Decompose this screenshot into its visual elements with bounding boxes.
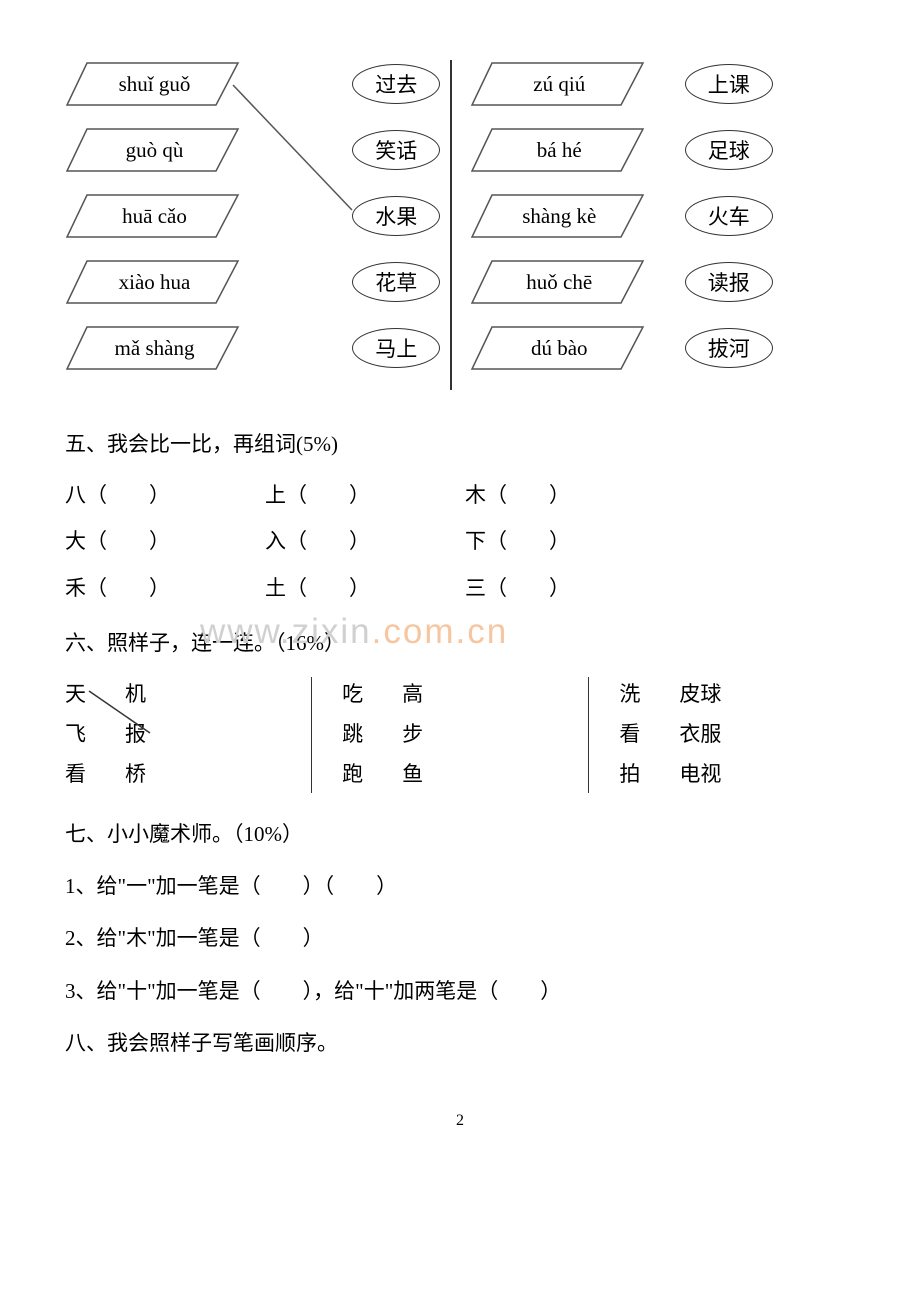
connect-right: 电视 bbox=[679, 755, 759, 795]
watermark: www.zixin.com.cn bbox=[200, 612, 508, 652]
connect-left: 洗 bbox=[619, 675, 679, 715]
connect-right: 步 bbox=[402, 715, 482, 755]
match-row: huǒ chē 读报 bbox=[470, 258, 855, 306]
char-blank: 禾（ ） bbox=[65, 565, 265, 611]
hanzi-oval: 马上 bbox=[352, 328, 440, 368]
pinyin-text: zú qiú bbox=[533, 72, 585, 97]
connect-right: 高 bbox=[402, 675, 482, 715]
connect-col-3: 洗 皮球 看 衣服 拍 电视 bbox=[619, 675, 855, 795]
char-blank: 土（ ） bbox=[265, 565, 465, 611]
pinyin-text: shàng kè bbox=[522, 204, 596, 229]
connect-right: 衣服 bbox=[679, 715, 759, 755]
pinyin-text: dú bào bbox=[531, 336, 588, 361]
hanzi-oval: 火车 bbox=[685, 196, 773, 236]
connect-left: 飞 bbox=[65, 715, 125, 755]
connect-divider bbox=[311, 677, 313, 793]
hanzi-oval: 花草 bbox=[352, 262, 440, 302]
match-row: mǎ shàng 马上 bbox=[65, 324, 450, 372]
hanzi-oval: 上课 bbox=[685, 64, 773, 104]
pinyin-box: shuǐ guǒ bbox=[65, 61, 240, 107]
connect-right: 报 bbox=[125, 715, 205, 755]
connect-divider bbox=[588, 677, 590, 793]
match-column-left: shuǐ guǒ 过去 guò qù 笑话 huā cǎo 水果 bbox=[65, 60, 450, 390]
vertical-divider bbox=[450, 60, 452, 390]
match-row: bá hé 足球 bbox=[470, 126, 855, 174]
connect-left: 看 bbox=[65, 755, 125, 795]
match-row: dú bào 拔河 bbox=[470, 324, 855, 372]
connect-left: 吃 bbox=[342, 675, 402, 715]
match-row: guò qù 笑话 bbox=[65, 126, 450, 174]
connect-row: 拍 电视 bbox=[619, 755, 855, 795]
section5-row: 八（ ） 上（ ） 木（ ） bbox=[65, 472, 855, 518]
char-blank: 下（ ） bbox=[465, 518, 665, 564]
char-blank: 三（ ） bbox=[465, 565, 665, 611]
char-blank: 入（ ） bbox=[265, 518, 465, 564]
pinyin-text: guò qù bbox=[126, 138, 184, 163]
section7-line: 2、给"木"加一笔是（ ） bbox=[65, 914, 855, 962]
pinyin-box: xiào hua bbox=[65, 259, 240, 305]
match-row: xiào hua 花草 bbox=[65, 258, 450, 306]
pinyin-box: guò qù bbox=[65, 127, 240, 173]
section8-title: 八、我会照样子写笔画顺序。 bbox=[65, 1019, 855, 1067]
connect-left: 拍 bbox=[619, 755, 679, 795]
section5-row: 禾（ ） 土（ ） 三（ ） bbox=[65, 565, 855, 611]
connect-left: 跑 bbox=[342, 755, 402, 795]
connect-right: 皮球 bbox=[679, 675, 759, 715]
pinyin-box: mǎ shàng bbox=[65, 325, 240, 371]
connect-row: 跳 步 bbox=[342, 715, 578, 755]
hanzi-oval: 过去 bbox=[352, 64, 440, 104]
connect-col-1: 天 机 飞 报 看 桥 bbox=[65, 675, 301, 795]
char-blank: 木（ ） bbox=[465, 472, 665, 518]
connect-left: 跳 bbox=[342, 715, 402, 755]
match-row: shàng kè 火车 bbox=[470, 192, 855, 240]
connect-right: 鱼 bbox=[402, 755, 482, 795]
match-column-right: zú qiú 上课 bá hé 足球 shàng kè 火车 bbox=[470, 60, 855, 390]
pinyin-box: zú qiú bbox=[470, 61, 645, 107]
pinyin-text: bá hé bbox=[537, 138, 582, 163]
connect-row: 看 桥 bbox=[65, 755, 301, 795]
page-number: 2 bbox=[65, 1112, 855, 1130]
hanzi-oval: 水果 bbox=[352, 196, 440, 236]
section5-title: 五、我会比一比，再组词(5%) bbox=[65, 420, 855, 468]
hanzi-oval: 笑话 bbox=[352, 130, 440, 170]
connect-right: 机 bbox=[125, 675, 205, 715]
pinyin-box: bá hé bbox=[470, 127, 645, 173]
hanzi-oval: 读报 bbox=[685, 262, 773, 302]
connect-row: 飞 报 bbox=[65, 715, 301, 755]
char-blank: 八（ ） bbox=[65, 472, 265, 518]
pinyin-text: mǎ shàng bbox=[115, 336, 195, 361]
section6-body: 天 机 飞 报 看 桥 吃 高 跳 步 跑 鱼 bbox=[65, 675, 855, 795]
section7-line: 1、给"一"加一笔是（ ）（ ） bbox=[65, 862, 855, 910]
hanzi-oval: 拔河 bbox=[685, 328, 773, 368]
section7-line: 3、给"十"加一笔是（ ），给"十"加两笔是（ ） bbox=[65, 967, 855, 1015]
hanzi-oval: 足球 bbox=[685, 130, 773, 170]
section7-title: 七、小小魔术师。（10%） bbox=[65, 810, 855, 858]
char-blank: 大（ ） bbox=[65, 518, 265, 564]
connect-row: 看 衣服 bbox=[619, 715, 855, 755]
pinyin-box: shàng kè bbox=[470, 193, 645, 239]
connect-row: 洗 皮球 bbox=[619, 675, 855, 715]
pinyin-text: huǒ chē bbox=[526, 270, 592, 295]
match-row: shuǐ guǒ 过去 bbox=[65, 60, 450, 108]
pinyin-text: shuǐ guǒ bbox=[119, 72, 191, 97]
connect-col-2: 吃 高 跳 步 跑 鱼 bbox=[342, 675, 578, 795]
pinyin-box: huā cǎo bbox=[65, 193, 240, 239]
char-blank: 上（ ） bbox=[265, 472, 465, 518]
match-row: zú qiú 上课 bbox=[470, 60, 855, 108]
match-row: huā cǎo 水果 bbox=[65, 192, 450, 240]
connect-row: 天 机 bbox=[65, 675, 301, 715]
connect-left: 天 bbox=[65, 675, 125, 715]
pinyin-text: xiào hua bbox=[119, 270, 191, 295]
connect-right: 桥 bbox=[125, 755, 205, 795]
connect-left: 看 bbox=[619, 715, 679, 755]
matching-section: shuǐ guǒ 过去 guò qù 笑话 huā cǎo 水果 bbox=[65, 60, 855, 390]
connect-row: 跑 鱼 bbox=[342, 755, 578, 795]
watermark-left: www.zixin bbox=[200, 612, 372, 651]
pinyin-text: huā cǎo bbox=[122, 204, 187, 229]
pinyin-box: dú bào bbox=[470, 325, 645, 371]
connect-row: 吃 高 bbox=[342, 675, 578, 715]
watermark-right: .com.cn bbox=[372, 612, 509, 651]
pinyin-box: huǒ chē bbox=[470, 259, 645, 305]
section5-row: 大（ ） 入（ ） 下（ ） bbox=[65, 518, 855, 564]
